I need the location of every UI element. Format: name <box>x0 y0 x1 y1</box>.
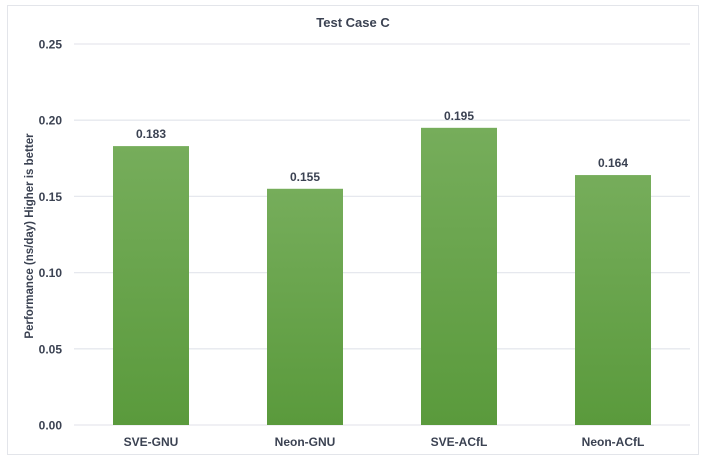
data-label: 0.195 <box>444 109 474 123</box>
y-tick-label: 0.10 <box>39 266 63 280</box>
data-label: 0.164 <box>598 156 628 170</box>
bar-neon-gnu <box>267 188 343 425</box>
x-tick-label: SVE-GNU <box>124 435 179 449</box>
y-tick-label: 0.15 <box>39 190 63 204</box>
bar-sve-acfl <box>421 127 497 425</box>
x-tick-label: Neon-ACfL <box>582 435 645 449</box>
x-tick-label: Neon-GNU <box>275 435 336 449</box>
y-axis-label: Performance (ns/day) Higher is better <box>24 133 36 339</box>
y-tick-label: 0.00 <box>39 419 63 433</box>
bar-sve-gnu <box>113 146 189 425</box>
x-tick-label: SVE-ACfL <box>431 435 488 449</box>
bar-neon-acfl <box>575 175 651 425</box>
data-label: 0.155 <box>290 170 320 184</box>
y-tick-label: 0.05 <box>39 342 63 356</box>
chart-title: Test Case C <box>316 15 390 30</box>
y-tick-label: 0.20 <box>39 114 63 128</box>
y-tick-label: 0.25 <box>39 38 63 52</box>
data-label: 0.183 <box>136 127 166 141</box>
